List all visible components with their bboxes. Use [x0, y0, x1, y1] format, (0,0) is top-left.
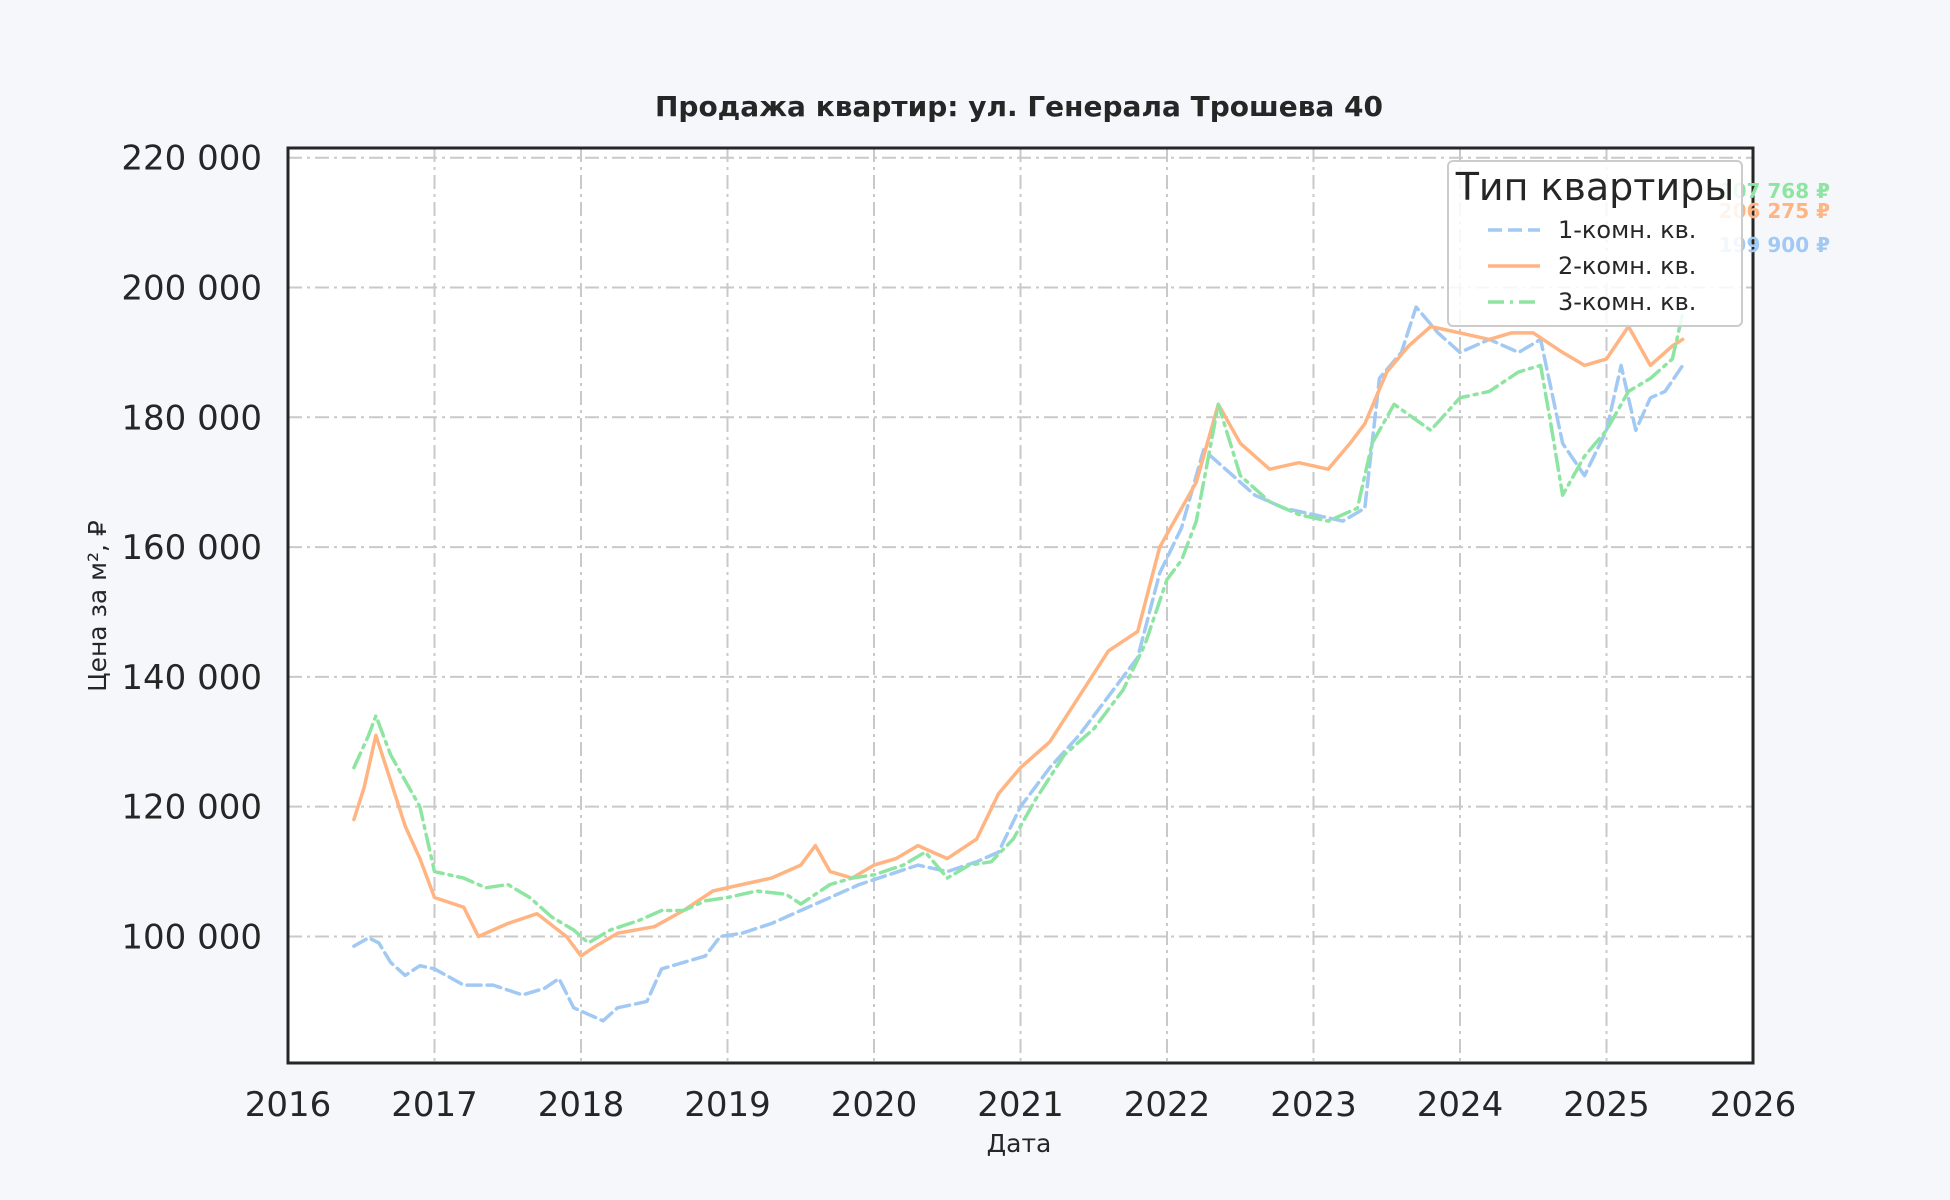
y-tick-label: 120 000 — [121, 788, 262, 828]
x-tick-label: 2018 — [538, 1085, 625, 1125]
legend-box — [1447, 160, 1743, 327]
legend-label-3: 3-комн. кв. — [1558, 288, 1696, 316]
y-tick-label: 180 000 — [121, 398, 262, 438]
x-tick-label: 2024 — [1417, 1085, 1504, 1125]
x-tick-label: 2021 — [977, 1085, 1064, 1125]
x-axis-label: Дата — [987, 1129, 1052, 1158]
series-lines — [352, 305, 1685, 1023]
y-axis-ticks: 100 000 120 000 140 000 160 000 180 000 200 0… — [121, 139, 262, 958]
x-tick-label: 2022 — [1124, 1085, 1211, 1125]
y-tick-label: 100 000 — [121, 917, 262, 957]
series-line-2 — [352, 324, 1685, 958]
x-tick-label: 2017 — [391, 1085, 478, 1125]
y-tick-label: 200 000 — [121, 269, 262, 309]
y-tick-label: 160 000 — [121, 528, 262, 568]
legend-label-2: 2-комн. кв. — [1558, 252, 1696, 280]
legend-title: Тип квартиры — [1455, 165, 1735, 209]
x-tick-label: 2025 — [1563, 1085, 1650, 1125]
x-axis-ticks: 2016 2017 2018 2019 2020 2021 2022 2023 2024 2025… — [245, 1085, 1797, 1125]
chart-title: Продажа квартир: ул. Генерала Трошева 40 — [655, 90, 1383, 123]
y-tick-label: 220 000 — [121, 139, 262, 179]
plot-frame — [286, 146, 1755, 1065]
x-tick-label: 2020 — [831, 1085, 918, 1125]
legend: Тип квартиры 1-комн. кв. 2-комн. кв. 3-ком… — [1447, 160, 1743, 327]
x-tick-label: 2019 — [684, 1085, 771, 1125]
x-tick-label: 2026 — [1710, 1085, 1797, 1125]
y-tick-label: 140 000 — [121, 658, 262, 698]
x-gridlines — [433, 148, 1608, 1063]
y-axis-label: Цена за м², ₽ — [83, 520, 112, 692]
x-tick-label: 2016 — [245, 1085, 332, 1125]
series-line-3 — [352, 311, 1685, 945]
x-tick-label: 2023 — [1270, 1085, 1357, 1125]
series-line-1 — [352, 305, 1685, 1023]
legend-label-1: 1-комн. кв. — [1558, 216, 1696, 244]
